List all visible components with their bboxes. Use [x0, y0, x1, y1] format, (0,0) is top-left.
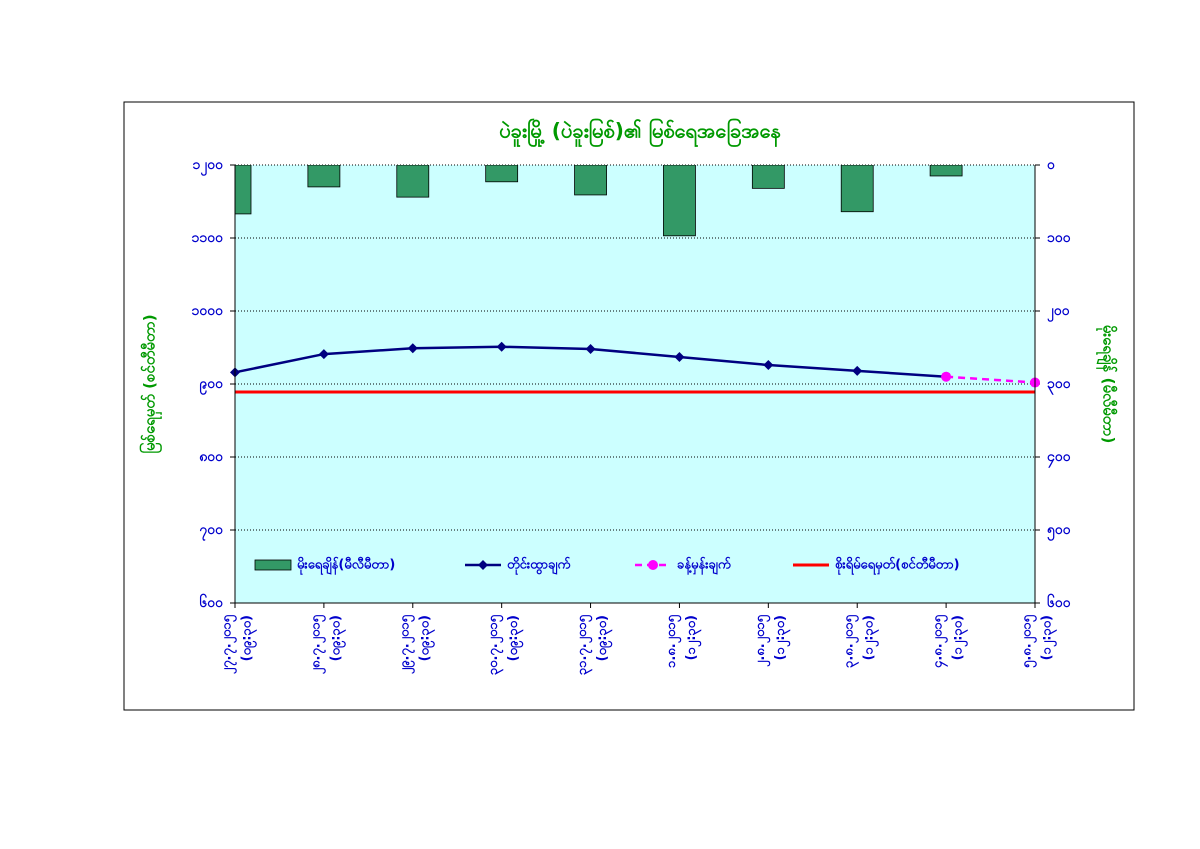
- x-tick-label: ၃၁.၇.၂၀၁၅: [575, 614, 593, 675]
- legend-marker: [478, 560, 488, 570]
- y2-tick-label: ၄၀၀: [1047, 449, 1072, 468]
- y-tick-label: ၇၀၀: [199, 522, 224, 541]
- x-tick-label: (၀၉:၃၀): [506, 615, 524, 661]
- bar: [485, 165, 519, 183]
- x-tick-label: (၁၂:၃၀): [862, 615, 880, 660]
- y2-tick-label: ၀: [1047, 157, 1056, 173]
- y-tick-label: ၉၀၀: [199, 376, 224, 395]
- marker: [585, 343, 596, 354]
- x-tick-label: ၅.၈.၂၀၁၅: [1020, 614, 1038, 668]
- x-tick-label: ၄.၈.၂၀၁၅: [931, 614, 949, 668]
- y-tick-label: ၆၀၀: [199, 594, 224, 611]
- legend-marker: [648, 560, 658, 570]
- x-tick-label: (၀၉:၃၀): [240, 615, 258, 661]
- legend-swatch: [254, 559, 292, 571]
- x-tick-label: ၂၉.၇.၂၀၁၅: [397, 614, 415, 674]
- bar: [663, 165, 696, 237]
- y-tick-label: ၁၁၀၀: [192, 230, 225, 246]
- bar: [235, 165, 252, 215]
- y-tick-label: ၁၀၀၀: [192, 303, 225, 319]
- legend-label: တိုင်းထွာချက်: [507, 556, 570, 576]
- marker: [763, 360, 774, 371]
- bar: [396, 165, 430, 198]
- x-tick-label: ၃.၈.၂၀၁၅: [842, 614, 860, 668]
- y2-tick-label: ၃၀၀: [1047, 376, 1072, 395]
- legend-label: ခန့်မှန်းချက်: [677, 556, 731, 576]
- marker: [941, 371, 952, 382]
- marker: [407, 343, 418, 354]
- bars: [235, 165, 963, 237]
- x-tick-label: ၁.၈.၂၀၁၅: [664, 614, 682, 668]
- bar: [751, 165, 785, 189]
- bar: [840, 165, 874, 213]
- bar: [574, 165, 607, 196]
- legend-label: စိုးရိမ်ရေမှတ်(စင်တီမီတာ): [835, 556, 960, 576]
- y2-tick-label: ၁၀၀: [1047, 230, 1072, 246]
- line: [946, 375, 1036, 384]
- x-tick-label: (၁၂:၃၀): [1040, 615, 1058, 660]
- x-tick-label: (၀၉:၃၀): [595, 615, 613, 661]
- y-tick-label: ၁၂၀၀: [192, 157, 224, 176]
- x-tick-label: ၂.၈.၂၀၁၅: [753, 614, 771, 667]
- x-tick-label: ၃၀.၇.၂၀၁၅: [486, 614, 504, 675]
- marker: [496, 341, 507, 352]
- x-tick-label: (၁၂:၃၀): [773, 615, 791, 660]
- x-tick-label: (၁၂:၃၀): [684, 615, 702, 660]
- y2-axis-label: မိုးရေချိန် (မီလီမီတာ): [1096, 325, 1119, 444]
- y-tick-label: ၈၀၀: [199, 449, 224, 465]
- bar: [307, 165, 341, 188]
- x-tick-label: (၀၉:၃၀): [417, 615, 435, 661]
- y2-tick-label: ၂၀၀: [1047, 303, 1071, 322]
- x-tick-label: ၂၈.၇.၂၀၁၅: [308, 614, 326, 674]
- marker: [318, 349, 329, 360]
- bar: [929, 165, 963, 177]
- x-tick-label: ၂၇.၇.၂၀၁၅: [220, 614, 238, 674]
- x-tick-label: (၀၉:၃၀): [328, 615, 346, 661]
- y2-tick-label: ၅၀၀: [1047, 522, 1072, 541]
- legend-label: မိုးရေချိန်(မီလီမီတာ): [297, 556, 395, 576]
- marker: [852, 365, 863, 376]
- y2-tick-label: ၆၀၀: [1047, 594, 1072, 611]
- marker: [674, 351, 685, 362]
- x-tick-label: (၁၂:၃၀): [951, 615, 969, 660]
